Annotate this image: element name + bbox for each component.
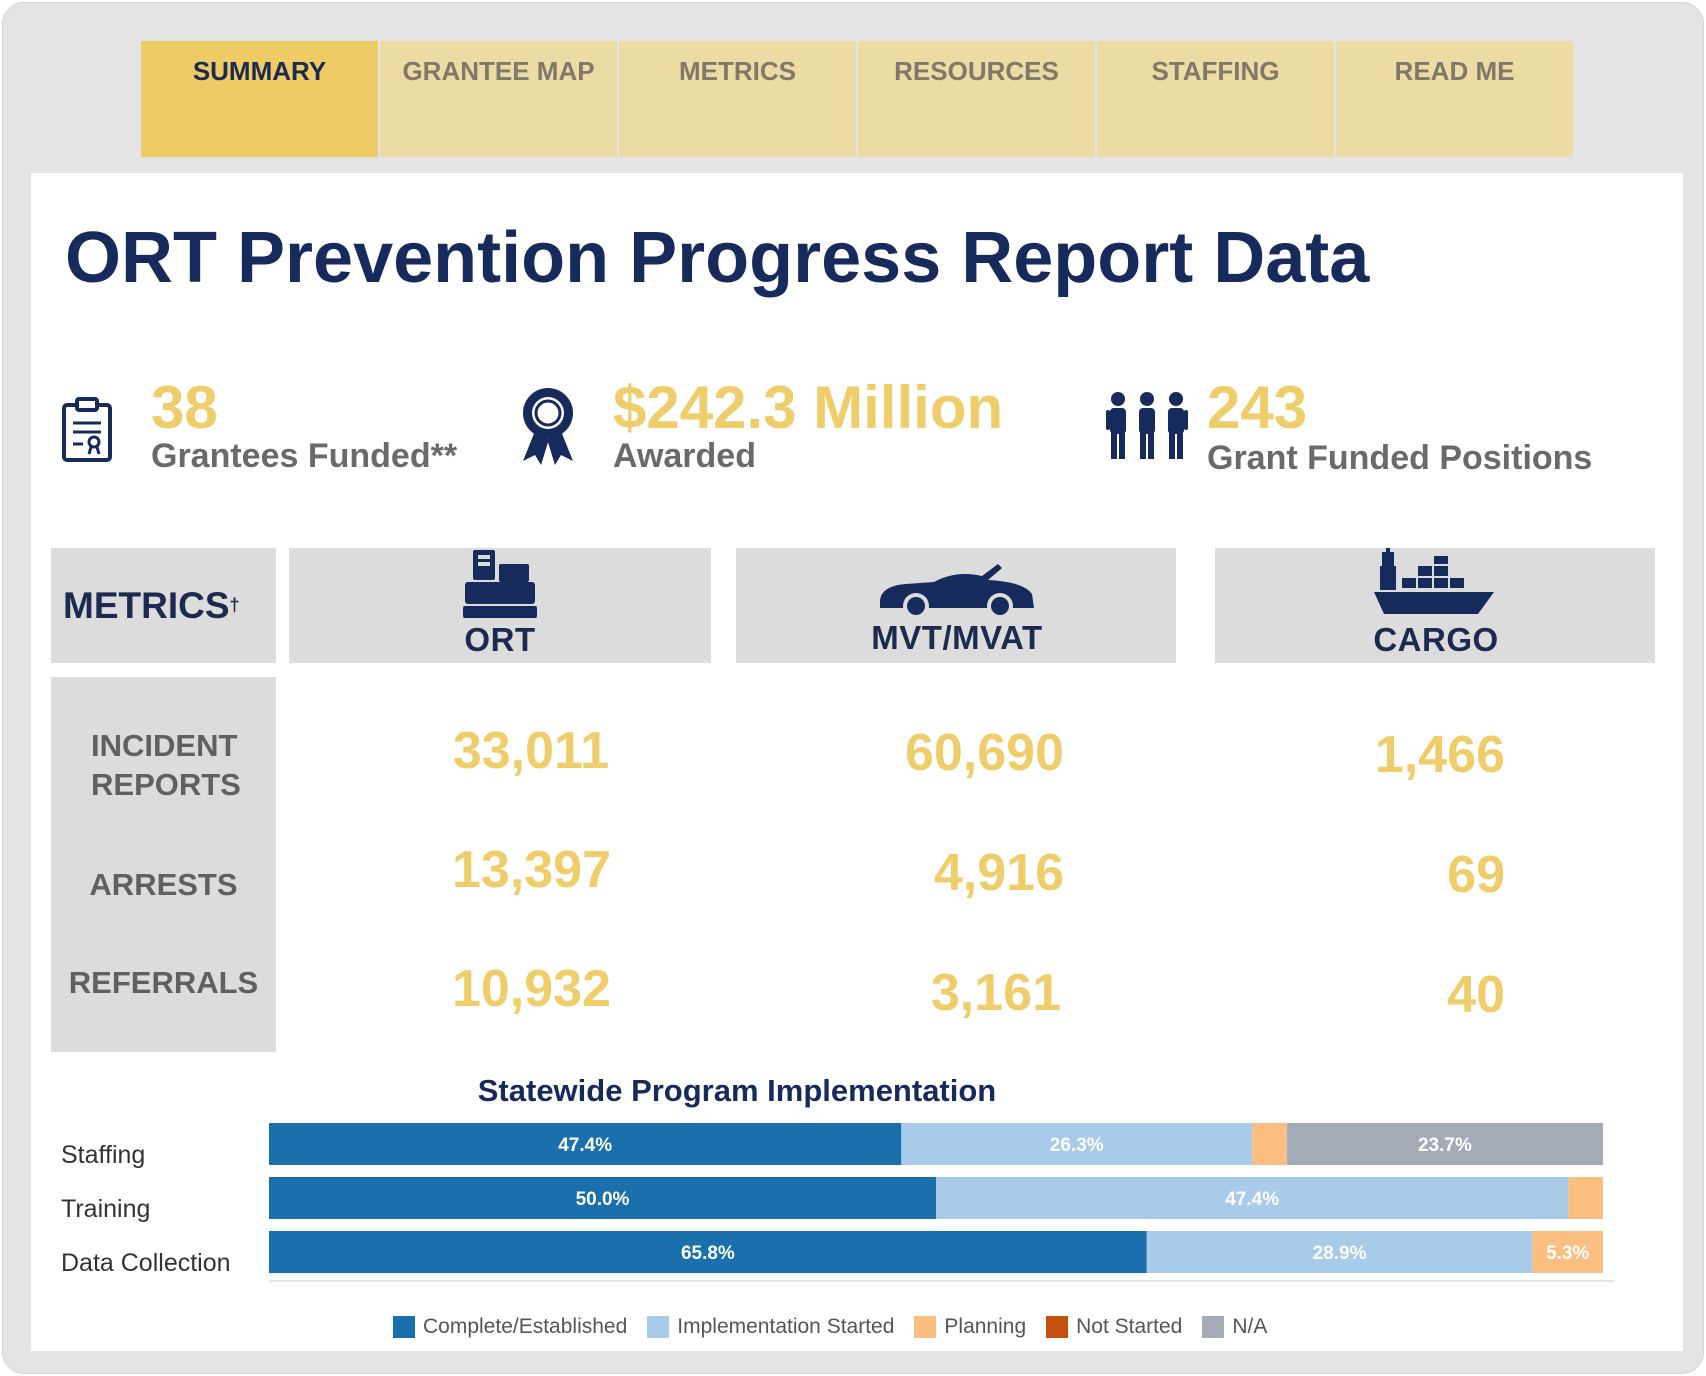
chart-title: Statewide Program Implementation bbox=[477, 1073, 997, 1108]
metrics-header: METRICS † bbox=[51, 548, 276, 663]
ort-arrests: 13,397 bbox=[451, 841, 611, 899]
row-label-referrals: REFERRALS bbox=[68, 965, 259, 1000]
bar-data-collection-implementation-started bbox=[1146, 1231, 1533, 1273]
cash-register-icon bbox=[463, 550, 537, 618]
legend-text-complete-established: Complete/Established bbox=[423, 1315, 628, 1338]
cargo-incident-reports: 1,466 bbox=[1374, 726, 1505, 784]
mvt-arrests: 4,916 bbox=[933, 844, 1064, 902]
legend-item-planning: Planning bbox=[914, 1315, 1026, 1339]
bar-label-training: Training bbox=[61, 1195, 151, 1223]
tab-bar: SUMMARY GRANTEE MAP METRICS RESOURCES ST… bbox=[141, 41, 1575, 157]
bar-data-collection-complete-established bbox=[269, 1231, 1147, 1273]
bar-training-complete-established bbox=[269, 1177, 936, 1219]
legend-item-implementation-started: Implementation Started bbox=[647, 1315, 894, 1339]
page-title: ORT Prevention Progress Report Data bbox=[65, 218, 1370, 298]
bar-label-training-implementation-started: 47.4% bbox=[1225, 1189, 1279, 1210]
chart-legend: Complete/Established Implementation Start… bbox=[393, 1315, 1287, 1339]
grant-positions-label: Grant Funded Positions bbox=[1207, 439, 1593, 477]
cargo-referrals: 40 bbox=[1447, 966, 1505, 1024]
bar-label-staffing-implementation-started: 26.3% bbox=[1050, 1135, 1104, 1156]
legend-text-implementation-started: Implementation Started bbox=[677, 1315, 895, 1338]
tab-grantee-map[interactable]: GRANTEE MAP bbox=[380, 41, 617, 157]
row-label-incident-reports: INCIDENT REPORTS bbox=[91, 728, 241, 802]
tab-read-me[interactable]: READ ME bbox=[1336, 41, 1573, 157]
bar-label-data-collection-planning: 5.3% bbox=[1546, 1243, 1589, 1264]
mvt-header-label: MVT/MVAT bbox=[871, 619, 1043, 656]
legend-swatch-not-started bbox=[1046, 1316, 1069, 1338]
grantees-funded-label: Grantees Funded** bbox=[151, 437, 458, 475]
cargo-arrests: 69 bbox=[1447, 846, 1505, 904]
summary-panel: ORT Prevention Progress Report Data 38 G… bbox=[31, 173, 1683, 1351]
ort-incident-reports: 33,011 bbox=[452, 722, 609, 780]
tab-staffing[interactable]: STAFFING bbox=[1097, 41, 1334, 157]
legend-swatch-implementation-started bbox=[647, 1316, 670, 1338]
metrics-header-text: METRICS bbox=[63, 584, 230, 626]
amount-awarded-label: Awarded bbox=[613, 437, 756, 475]
mvt-incident-reports: 60,690 bbox=[904, 724, 1064, 782]
bar-label-training-complete-established: 50.0% bbox=[576, 1189, 630, 1210]
bar-staffing-planning bbox=[1252, 1123, 1287, 1165]
legend-swatch-complete-established bbox=[393, 1316, 415, 1338]
legend-item-n-a: N/A bbox=[1202, 1315, 1267, 1339]
grant-positions-value: 243 bbox=[1207, 374, 1308, 441]
people-group-icon bbox=[1106, 392, 1188, 459]
row-labels-column bbox=[51, 677, 276, 1052]
bar-staffing-complete-established bbox=[269, 1123, 902, 1165]
tab-metrics[interactable]: METRICS bbox=[619, 41, 856, 157]
bar-label-staffing: Staffing bbox=[61, 1141, 146, 1169]
amount-awarded-value: $242.3 Million bbox=[613, 374, 1004, 441]
bar-staffing-n-a bbox=[1286, 1123, 1603, 1165]
tab-resources[interactable]: RESOURCES bbox=[858, 41, 1095, 157]
legend-item-not-started: Not Started bbox=[1046, 1315, 1182, 1339]
legend-text-planning: Planning bbox=[944, 1315, 1027, 1338]
legend-swatch-n-a bbox=[1202, 1316, 1225, 1338]
bar-data-collection-planning bbox=[1532, 1231, 1603, 1273]
bar-training-implementation-started bbox=[936, 1177, 1569, 1219]
legend-text-n-a: N/A bbox=[1232, 1315, 1268, 1338]
bar-label-data-collection-complete-established: 65.8% bbox=[681, 1243, 735, 1264]
metrics-header-mark: † bbox=[229, 595, 240, 615]
implementation-chart: 47.4% 26.3% 23.7% 50.0% 47.4% 65.8% 28.9% 5.3% bbox=[269, 1123, 1615, 1282]
legend-swatch-planning bbox=[914, 1316, 937, 1338]
cargo-header-label: CARGO bbox=[1373, 621, 1499, 658]
clipboard-certificate-icon bbox=[62, 397, 112, 462]
grantees-funded-value: 38 bbox=[151, 374, 218, 441]
car-icon bbox=[880, 564, 1034, 619]
bar-label-data-collection: Data Collection bbox=[61, 1249, 231, 1277]
legend-item-complete-established: Complete/Established bbox=[393, 1315, 627, 1339]
mvt-referrals: 3,161 bbox=[930, 964, 1061, 1022]
bar-training-planning bbox=[1568, 1177, 1603, 1219]
bar-label-data-collection-implementation-started: 28.9% bbox=[1313, 1243, 1367, 1264]
bar-label-staffing-complete-established: 47.4% bbox=[558, 1135, 612, 1156]
row-label-arrests: ARRESTS bbox=[89, 867, 238, 902]
bar-label-staffing-n-a: 23.7% bbox=[1418, 1135, 1472, 1156]
tab-summary[interactable]: SUMMARY bbox=[141, 41, 378, 157]
bar-staffing-implementation-started bbox=[901, 1123, 1253, 1165]
ort-referrals: 10,932 bbox=[451, 960, 611, 1018]
ort-header-label: ORT bbox=[464, 621, 536, 658]
award-ribbon-icon bbox=[523, 388, 573, 465]
legend-text-not-started: Not Started bbox=[1076, 1315, 1183, 1338]
cargo-ship-icon bbox=[1374, 548, 1494, 614]
metrics-header-cell bbox=[51, 548, 276, 663]
